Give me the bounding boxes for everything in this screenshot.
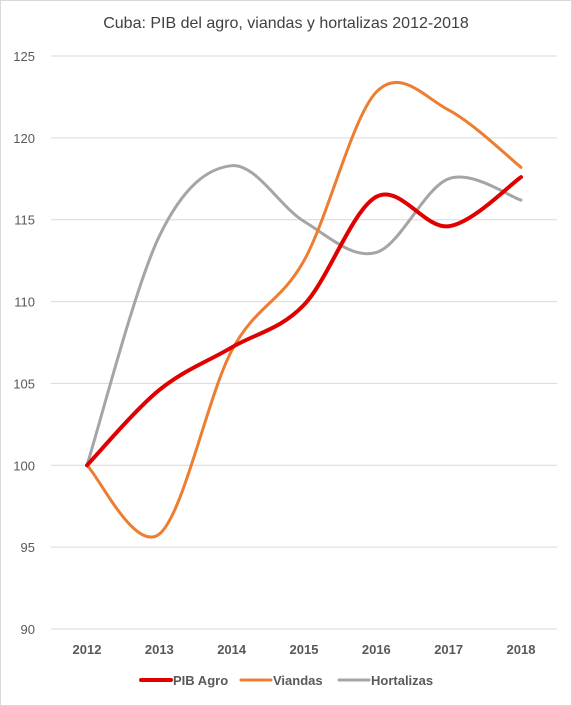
data-point-hortalizas — [230, 164, 234, 168]
data-point-pib-agro — [230, 345, 234, 349]
y-tick-label: 105 — [13, 376, 35, 391]
legend-label-hortalizas: Hortalizas — [371, 673, 433, 688]
data-point-pib-agro — [157, 388, 161, 392]
x-tick-label: 2018 — [507, 642, 536, 657]
data-point-viandas — [447, 108, 451, 112]
y-tick-label: 110 — [14, 295, 35, 310]
data-point-pib-agro — [447, 224, 451, 228]
data-point-hortalizas — [447, 177, 451, 181]
series-line-pib-agro — [85, 175, 523, 468]
x-tick-label: 2016 — [362, 642, 391, 657]
series-line-hortalizas — [85, 164, 523, 467]
y-tick-label: 95 — [21, 540, 35, 555]
x-tick-label: 2014 — [217, 642, 247, 657]
data-point-viandas — [374, 90, 378, 94]
data-point-hortalizas — [302, 219, 306, 223]
data-point-pib-agro — [85, 463, 89, 467]
y-tick-label: 125 — [13, 49, 35, 64]
data-point-pib-agro — [302, 303, 306, 307]
x-tick-label: 2017 — [434, 642, 463, 657]
data-point-pib-agro — [519, 175, 523, 179]
chart-title: Cuba: PIB del agro, viandas y hortalizas… — [103, 15, 469, 32]
data-point-pib-agro — [374, 195, 378, 199]
x-tick-label: 2013 — [145, 642, 174, 657]
y-tick-label: 115 — [14, 213, 35, 228]
data-point-viandas — [157, 532, 161, 536]
data-point-viandas — [302, 259, 306, 263]
x-tick-label: 2015 — [290, 642, 319, 657]
data-point-viandas — [519, 165, 523, 169]
y-tick-label: 100 — [13, 458, 35, 473]
data-point-hortalizas — [519, 198, 523, 202]
legend-label-pib-agro: PIB Agro — [173, 673, 228, 688]
gridlines — [51, 55, 557, 630]
y-tick-label: 90 — [21, 622, 35, 637]
y-tick-label: 120 — [13, 131, 35, 146]
series-line-viandas — [85, 80, 523, 539]
data-point-hortalizas — [157, 234, 161, 238]
legend-label-viandas: Viandas — [273, 673, 323, 688]
y-axis: 90 95 100 105 110 115 120 125 — [13, 49, 35, 637]
legend: PIB Agro Viandas Hortalizas — [139, 673, 433, 688]
x-axis: 2012 2013 2014 2015 2016 2017 2018 — [73, 642, 536, 657]
data-point-hortalizas — [374, 250, 378, 254]
series-lines — [85, 80, 523, 539]
x-tick-label: 2012 — [73, 642, 102, 657]
